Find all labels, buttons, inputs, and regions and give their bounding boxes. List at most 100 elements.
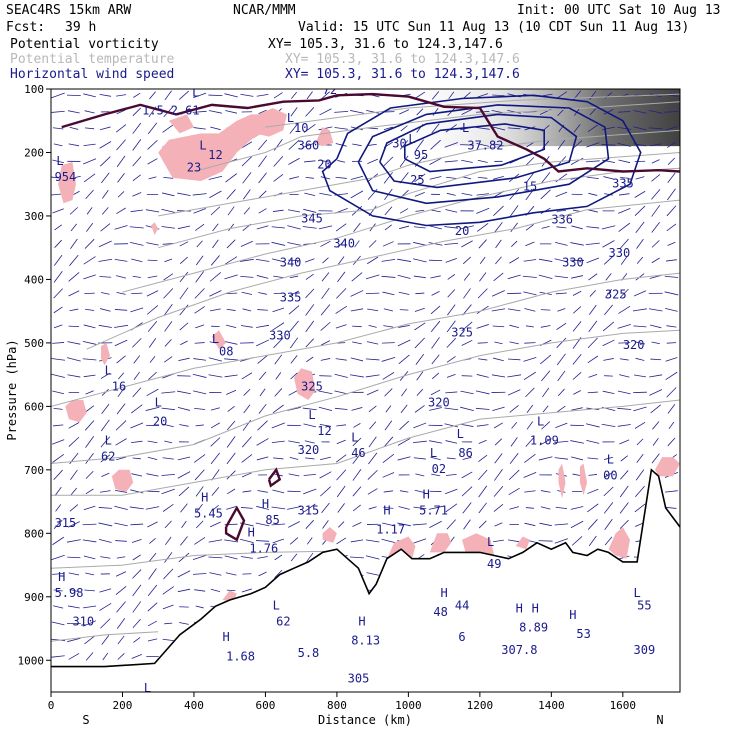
wind-vector — [414, 173, 426, 183]
wind-vector — [555, 191, 568, 197]
wind-vector — [290, 553, 298, 562]
wind-vector — [524, 522, 536, 527]
wind-vector — [352, 143, 362, 147]
wind-vector — [430, 305, 441, 315]
wind-vector — [383, 126, 393, 131]
wind-vector — [633, 290, 647, 297]
wind-vector — [193, 454, 206, 463]
wind-vector — [210, 308, 221, 312]
wind-vector — [336, 469, 347, 481]
wind-vector — [84, 635, 95, 645]
wind-vector — [494, 222, 503, 233]
wind-vector — [228, 223, 235, 232]
wind-vector — [116, 456, 127, 461]
wind-vector — [83, 274, 96, 280]
wind-vector — [161, 192, 175, 197]
wind-vector — [288, 157, 300, 165]
wind-vector — [162, 457, 174, 460]
wind-vector — [665, 259, 677, 262]
wind-vector — [51, 373, 65, 378]
wind-vector — [633, 325, 647, 328]
wind-vector — [522, 275, 537, 278]
wind-vector — [85, 390, 94, 395]
wind-vector — [114, 324, 128, 328]
wind-vector — [366, 341, 379, 345]
wind-vector — [603, 176, 614, 180]
annotation-label: H — [58, 570, 65, 584]
annotation-label: H — [516, 602, 523, 616]
wind-vector — [573, 390, 581, 395]
wind-vector — [98, 240, 112, 248]
wind-vector — [273, 457, 284, 460]
annotation-label: 360 — [298, 138, 320, 152]
wind-vector — [68, 272, 80, 282]
wind-vector — [617, 390, 631, 395]
wind-vector — [116, 94, 127, 97]
wind-vector — [83, 158, 97, 165]
wind-vector — [85, 189, 94, 200]
wind-vector — [180, 340, 188, 346]
wind-vector — [164, 90, 172, 101]
wind-vector — [145, 209, 160, 213]
wind-vector — [272, 538, 285, 544]
wind-vector — [102, 207, 109, 215]
wind-vector — [52, 127, 64, 130]
wind-vector — [225, 292, 238, 295]
wind-vector — [352, 341, 362, 345]
wind-vector — [353, 222, 361, 232]
wind-vector — [212, 239, 219, 249]
wind-vector — [67, 110, 80, 114]
wind-vector — [256, 438, 269, 446]
wind-vector — [303, 208, 317, 213]
wind-vector — [178, 552, 190, 563]
wind-vector — [69, 504, 79, 512]
wind-vector — [258, 172, 267, 184]
wind-vector — [601, 423, 616, 427]
wind-vector — [85, 453, 94, 464]
wind-vector — [540, 325, 551, 328]
wind-vector — [209, 572, 222, 576]
wind-vector — [350, 110, 364, 114]
wind-vector — [570, 506, 584, 510]
wind-vector — [226, 436, 236, 448]
wind-vector — [226, 470, 236, 480]
wind-vector — [271, 241, 286, 246]
wind-vector — [619, 238, 629, 250]
wind-vector — [306, 356, 314, 363]
wind-vector — [306, 91, 313, 100]
wind-vector — [67, 556, 81, 559]
wind-vector — [287, 225, 301, 230]
wind-vector — [209, 521, 221, 528]
wind-vector — [605, 288, 612, 298]
wind-vector — [177, 471, 191, 479]
annotation-label: 53 — [576, 627, 590, 641]
wind-vector — [289, 537, 299, 545]
wind-vector — [116, 556, 126, 559]
wind-vector — [70, 487, 78, 496]
wind-vector — [602, 390, 615, 395]
wind-vector — [542, 387, 550, 398]
wind-vector — [116, 109, 126, 115]
wind-vector — [177, 406, 191, 411]
annotation-label: 325 — [301, 380, 323, 394]
wind-vector — [240, 93, 254, 97]
wind-vector — [572, 353, 582, 365]
wind-vector — [116, 155, 126, 168]
wind-vector — [287, 242, 301, 246]
wind-vector — [131, 473, 143, 477]
wind-vector — [635, 357, 645, 361]
wind-vector — [117, 173, 125, 183]
wind-vector — [69, 254, 79, 266]
wind-vector — [164, 622, 173, 625]
annotation-label: L — [487, 535, 494, 549]
wind-vector — [652, 437, 659, 446]
wind-vector — [274, 554, 283, 561]
shaded-region-0 — [58, 162, 76, 204]
wind-vector — [196, 240, 203, 248]
wind-vector — [384, 420, 393, 431]
wind-vector — [477, 288, 488, 299]
wind-vector — [664, 111, 679, 113]
wind-vector — [648, 127, 663, 130]
wind-vector — [304, 440, 315, 444]
wind-vector — [430, 320, 441, 332]
